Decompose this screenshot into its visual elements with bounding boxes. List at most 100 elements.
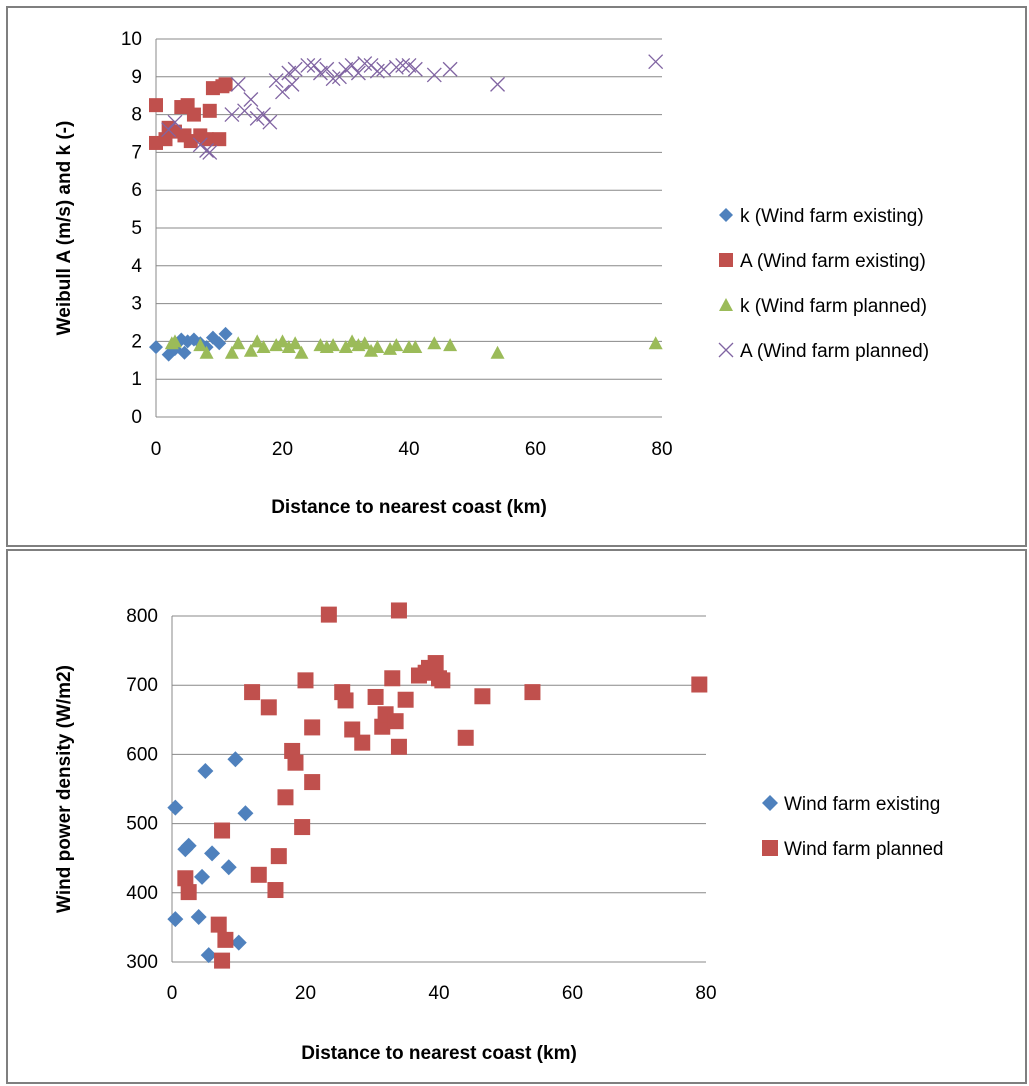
series-3 [161,54,664,160]
data-point [389,338,404,352]
legend-label: Wind farm existing [784,794,940,815]
legend: Wind farm existing Wind farm planned [762,794,943,860]
y-tick-label: 6 [131,180,142,201]
y-tick-labels: 300 400 500 600 700 800 [126,606,158,973]
y-tick-label: 4 [131,256,142,277]
data-point [262,114,278,130]
data-point [244,684,261,701]
data-point [287,754,304,771]
data-point [269,338,284,352]
data-point [230,76,246,92]
data-point [443,338,458,352]
data-point [442,61,458,77]
data-point [167,911,184,928]
power-density-scatter-chart: 300 400 500 600 700 800 0 20 40 60 80 Distance to n… [54,602,943,1064]
legend-marker [719,298,733,311]
data-point [288,336,303,350]
data-point [190,909,207,926]
data-point [212,132,227,147]
legend-item-1: Wind farm planned [762,839,943,860]
y-tick-label: 800 [126,606,158,627]
data-point [357,336,372,350]
data-point [231,336,246,350]
data-point [357,56,373,72]
series-1 [149,77,233,150]
data-point [691,676,708,693]
data-point [407,61,423,77]
data-point [354,734,371,751]
y-tick-label: 300 [126,952,158,973]
data-point [457,729,474,746]
y-tick-label: 3 [131,294,142,315]
data-point [167,114,183,130]
data-point [200,947,217,964]
legend-item-0: Wind farm existing [762,794,940,815]
data-point [331,69,347,85]
data-point [202,144,218,160]
x-tick-label: 20 [272,439,293,460]
data-point [277,789,294,806]
data-point [434,672,451,689]
data-point [243,343,258,357]
gridlines [156,38,662,418]
legend-label: Wind farm planned [784,839,943,860]
y-tick-label: 500 [126,814,158,835]
y-tick-label: 700 [126,675,158,696]
data-point [294,819,311,836]
data-point [167,799,184,816]
legend-label: A (Wind farm existing) [740,251,926,272]
data-point [388,59,404,75]
data-point [524,684,541,701]
series-0 [149,326,233,362]
data-point [243,92,259,107]
data-point [370,340,385,354]
data-point [337,692,354,709]
data-point [177,870,194,887]
chart-panel-weibull: 0 1 2 3 4 5 6 7 8 9 10 0 20 40 60 80 Distance to nearest… [6,6,1027,547]
data-point [237,103,253,119]
data-point [250,334,265,348]
data-point [230,934,247,951]
x-tick-label: 0 [151,439,162,460]
x-tick-label: 0 [167,983,178,1004]
x-tick-labels: 0 20 40 60 80 [151,439,673,460]
data-point [194,868,211,885]
data-point [427,336,442,350]
x-tick-label: 40 [428,983,449,1004]
data-point [180,837,197,854]
data-point [224,107,240,123]
y-tick-label: 600 [126,744,158,765]
data-point [325,71,341,87]
data-point [214,822,231,839]
x-tick-label: 80 [651,439,672,460]
data-point [199,143,215,158]
y-tick-label: 7 [131,142,142,163]
legend-item-1: A (Wind farm existing) [719,251,926,272]
data-point [390,602,407,619]
data-point [304,719,321,736]
data-point [319,61,335,77]
data-point [212,336,227,351]
data-point [387,713,404,730]
data-point [227,751,244,768]
x-tick-label: 80 [695,983,716,1004]
data-point [202,103,217,118]
data-point [364,343,379,357]
data-point [260,699,277,716]
data-point [199,345,214,359]
legend-marker [762,840,778,856]
data-point [161,122,177,138]
data-point [297,672,314,689]
data-point [270,848,287,865]
legend-item-3: A (Wind farm planned) [718,341,929,362]
data-point [294,345,309,359]
data-point [376,61,392,77]
legend-item-0: k (Wind farm existing) [719,206,924,227]
data-point [350,65,366,81]
data-point [237,805,254,822]
data-point [214,952,231,969]
data-point [490,345,505,359]
x-tick-label: 40 [398,439,419,460]
data-point [374,718,391,735]
data-point [408,340,423,354]
